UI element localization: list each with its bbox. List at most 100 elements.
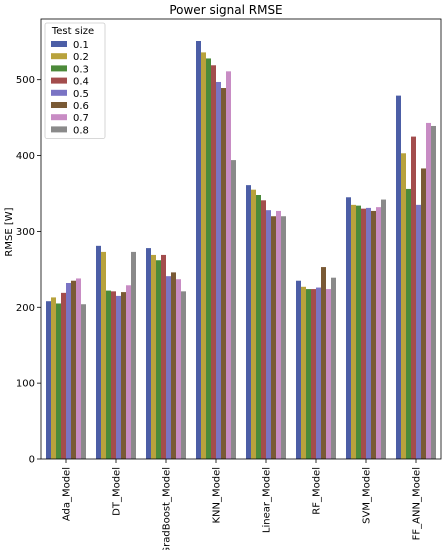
bar-RF_Model-0.7 bbox=[326, 289, 331, 459]
y-tick-label: 0 bbox=[29, 455, 35, 466]
bar-FF_ANN_Model-0.8 bbox=[431, 125, 436, 459]
bar-Ada_Model-0.8 bbox=[81, 304, 86, 459]
bar-SVM_Model-0.2 bbox=[351, 204, 356, 459]
bar-FF_ANN_Model-0.4 bbox=[411, 136, 416, 459]
bar-Linear_Model-0.2 bbox=[251, 189, 256, 459]
x-axis: Ada_Model DT_Model GradBoost_Model KNN_Mode… bbox=[62, 459, 423, 550]
bar-Linear_Model-0.1 bbox=[246, 185, 251, 459]
bar-Ada_Model-0.3 bbox=[56, 303, 61, 459]
bar-RF_Model-0.4 bbox=[311, 289, 316, 459]
plot-frame bbox=[40, 18, 442, 460]
bar-DT_Model-0.4 bbox=[111, 291, 116, 459]
bar-DT_Model-0.8 bbox=[131, 251, 136, 459]
bar-RF_Model-0.3 bbox=[306, 289, 311, 459]
bar-KNN_Model-0.8 bbox=[231, 160, 236, 459]
bar-Ada_Model-0.5 bbox=[66, 283, 71, 459]
legend-swatch-0.3 bbox=[51, 65, 67, 72]
bar-SVM_Model-0.6 bbox=[371, 210, 376, 459]
bar-Ada_Model-0.6 bbox=[71, 280, 76, 459]
bar-KNN_Model-0.7 bbox=[226, 71, 231, 459]
bar-KNN_Model-0.1 bbox=[196, 41, 201, 459]
bar-KNN_Model-0.3 bbox=[206, 58, 211, 459]
bar-FF_ANN_Model-0.1 bbox=[396, 95, 401, 460]
bar-FF_ANN_Model-0.6 bbox=[421, 168, 426, 459]
legend-box bbox=[44, 22, 106, 139]
legend-swatch-0.8 bbox=[51, 126, 67, 133]
bar-FF_ANN_Model-0.5 bbox=[416, 204, 421, 459]
bar-DT_Model-0.7 bbox=[126, 285, 131, 459]
bar-GradBoost_Model-0.1 bbox=[146, 248, 151, 459]
legend-swatch-0.1 bbox=[51, 41, 67, 47]
legend-swatch-0.4 bbox=[51, 77, 67, 84]
bar-FF_ANN_Model-0.2 bbox=[401, 153, 406, 459]
bar-DT_Model-0.3 bbox=[106, 290, 111, 459]
legend-label-0.5: 0.5 bbox=[73, 89, 89, 100]
bar-RF_Model-0.8 bbox=[331, 277, 336, 459]
bar-RF_Model-0.5 bbox=[316, 287, 321, 459]
bar-Ada_Model-0.1 bbox=[46, 301, 51, 459]
legend-swatch-0.5 bbox=[51, 89, 67, 96]
bar-GradBoost_Model-0.3 bbox=[156, 260, 161, 459]
legend-swatch-0.2 bbox=[51, 53, 67, 60]
x-tick-label: DT_Model bbox=[112, 467, 123, 516]
bar-SVM_Model-0.8 bbox=[381, 199, 386, 460]
x-tick-label: GradBoost_Model bbox=[162, 467, 173, 550]
bar-GradBoost_Model-0.8 bbox=[181, 291, 186, 459]
bar-KNN_Model-0.6 bbox=[221, 88, 226, 459]
bar-GradBoost_Model-0.5 bbox=[166, 276, 171, 459]
bar-SVM_Model-0.3 bbox=[356, 205, 361, 459]
x-tick-label: FF_ANN_Model bbox=[412, 467, 423, 540]
bar-Linear_Model-0.7 bbox=[276, 210, 281, 459]
bar-RF_Model-0.6 bbox=[321, 267, 326, 459]
bar-DT_Model-0.1 bbox=[96, 245, 101, 459]
x-tick-label: KNN_Model bbox=[212, 467, 223, 524]
legend-label-0.2: 0.2 bbox=[73, 52, 89, 63]
x-tick-label: Linear_Model bbox=[262, 467, 273, 533]
bar-FF_ANN_Model-0.3 bbox=[406, 188, 411, 459]
bar-SVM_Model-0.1 bbox=[346, 197, 351, 459]
legend-label-0.3: 0.3 bbox=[73, 64, 89, 75]
bar-Ada_Model-0.7 bbox=[76, 278, 81, 459]
y-tick-label: 500 bbox=[16, 75, 35, 86]
bars-group bbox=[46, 41, 436, 460]
bar-SVM_Model-0.4 bbox=[361, 208, 366, 459]
bar-KNN_Model-0.4 bbox=[211, 65, 216, 459]
legend-label-0.7: 0.7 bbox=[73, 113, 89, 124]
bar-Ada_Model-0.4 bbox=[61, 292, 66, 459]
bar-Ada_Model-0.2 bbox=[51, 297, 56, 459]
chart-title: Power signal RMSE bbox=[169, 3, 282, 17]
bar-SVM_Model-0.7 bbox=[376, 207, 381, 459]
y-tick-label: 100 bbox=[16, 379, 35, 390]
legend-swatch-0.6 bbox=[51, 102, 67, 108]
bar-Linear_Model-0.4 bbox=[261, 200, 266, 459]
bar-DT_Model-0.2 bbox=[101, 251, 106, 459]
legend-label-0.6: 0.6 bbox=[73, 101, 89, 112]
y-axis-label: RMSE [W] bbox=[4, 207, 15, 256]
x-tick-label: SVM_Model bbox=[362, 467, 373, 524]
bar-SVM_Model-0.5 bbox=[366, 207, 371, 459]
bar-DT_Model-0.6 bbox=[121, 292, 126, 459]
legend-label-0.8: 0.8 bbox=[73, 125, 89, 136]
bar-Linear_Model-0.8 bbox=[281, 216, 286, 459]
y-tick-label: 200 bbox=[16, 303, 35, 314]
legend-label-0.1: 0.1 bbox=[73, 40, 89, 51]
bar-FF_ANN_Model-0.7 bbox=[426, 122, 431, 460]
legend-label-0.4: 0.4 bbox=[73, 77, 89, 88]
bar-DT_Model-0.5 bbox=[116, 295, 121, 459]
x-tick-label: RF_Model bbox=[312, 467, 323, 515]
legend-title: Test size bbox=[51, 26, 94, 37]
y-tick-label: 300 bbox=[16, 227, 35, 238]
y-tick-label: 400 bbox=[16, 151, 35, 162]
bar-KNN_Model-0.5 bbox=[216, 81, 221, 459]
bar-GradBoost_Model-0.7 bbox=[176, 279, 181, 459]
bar-KNN_Model-0.2 bbox=[201, 52, 206, 459]
bar-RF_Model-0.1 bbox=[296, 280, 301, 459]
x-tick-label: Ada_Model bbox=[62, 467, 73, 521]
bar-GradBoost_Model-0.2 bbox=[151, 254, 156, 459]
bar-Linear_Model-0.5 bbox=[266, 210, 271, 459]
legend-swatch-0.7 bbox=[51, 114, 67, 121]
bar-Linear_Model-0.6 bbox=[271, 216, 276, 459]
bar-RF_Model-0.2 bbox=[301, 286, 306, 459]
bar-GradBoost_Model-0.6 bbox=[171, 272, 176, 459]
